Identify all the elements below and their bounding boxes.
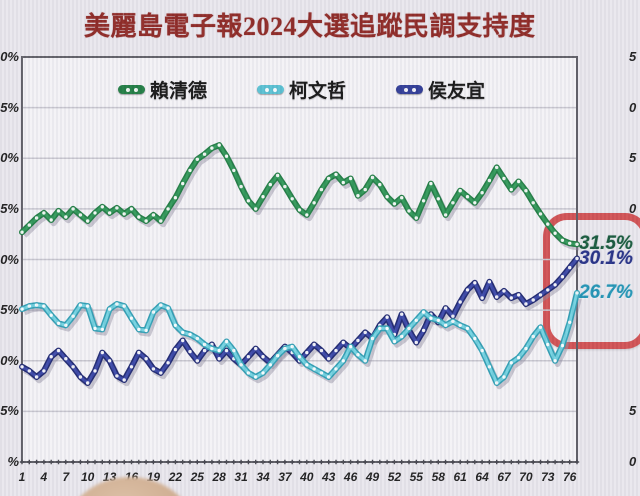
y-tick-label: 0% <box>0 150 19 166</box>
x-tick-label: 55 <box>409 470 423 484</box>
y-tick-label: 5% <box>0 403 19 419</box>
y-tick-label: 5% <box>0 99 19 115</box>
end-label-lai: 31.5% <box>579 233 633 254</box>
x-tick-label: 25 <box>190 470 204 484</box>
x-tick-label: 49 <box>365 470 380 484</box>
y-tick-label: 0 <box>629 454 637 469</box>
x-tick-label: 70 <box>519 470 533 484</box>
legend-item-hou: 侯友宜 <box>396 76 485 103</box>
x-tick-label: 76 <box>563 470 577 484</box>
y-tick-label: 5% <box>0 200 19 216</box>
y-tick-label: 0 <box>629 99 637 115</box>
x-tick-label: 31 <box>234 470 248 484</box>
y-tick-label: 5 <box>629 403 637 419</box>
x-tick-label: 4 <box>40 470 48 484</box>
x-tick-label: 58 <box>431 470 445 484</box>
legend-line-marker-icon <box>257 85 285 94</box>
x-tick-label: 34 <box>256 470 270 484</box>
y-tick-label: 0% <box>0 251 19 267</box>
x-tick-label: 37 <box>278 470 292 484</box>
x-tick-label: 43 <box>322 470 336 484</box>
x-tick-label: 64 <box>475 470 489 484</box>
x-tick-label: 73 <box>541 470 555 484</box>
legend-label: 柯文哲 <box>289 81 347 102</box>
x-tick-label: 52 <box>387 470 402 484</box>
legend-line-marker-icon <box>118 85 145 94</box>
y-tick-label: 0% <box>0 49 19 64</box>
x-tick-label: 22 <box>168 470 183 484</box>
x-tick-label: 46 <box>343 470 358 484</box>
y-tick-label: 0 <box>629 200 637 216</box>
x-tick-label: 7 <box>62 470 70 484</box>
chart-legend: 賴清德 柯文哲 侯友宜 <box>118 76 485 103</box>
legend-label: 侯友宜 <box>428 81 486 102</box>
legend-item-lai: 賴清德 <box>118 76 207 103</box>
x-tick-label: 67 <box>497 470 511 484</box>
highlight-box <box>543 213 640 349</box>
legend-line-marker-icon <box>396 85 424 94</box>
end-label-ko: 26.7% <box>579 282 633 303</box>
y-tick-label: 5 <box>629 49 637 64</box>
x-tick-label: 28 <box>212 470 226 484</box>
chart-title: 美麗島電子報2024大選追蹤民調支持度 <box>84 12 536 41</box>
x-tick-label: 40 <box>300 470 314 484</box>
legend-label: 賴清德 <box>150 81 208 102</box>
x-tick-label: 61 <box>453 470 467 484</box>
y-tick-label: 0% <box>0 352 19 368</box>
legend-item-ko: 柯文哲 <box>257 76 346 103</box>
end-label-hou: 30.1% <box>579 248 633 269</box>
x-tick-label: 10 <box>81 470 95 484</box>
y-tick-label: 5% <box>0 302 19 318</box>
y-tick-label: 5 <box>629 150 637 166</box>
y-tick-label: % <box>7 454 19 469</box>
x-tick-label: 1 <box>18 470 26 484</box>
